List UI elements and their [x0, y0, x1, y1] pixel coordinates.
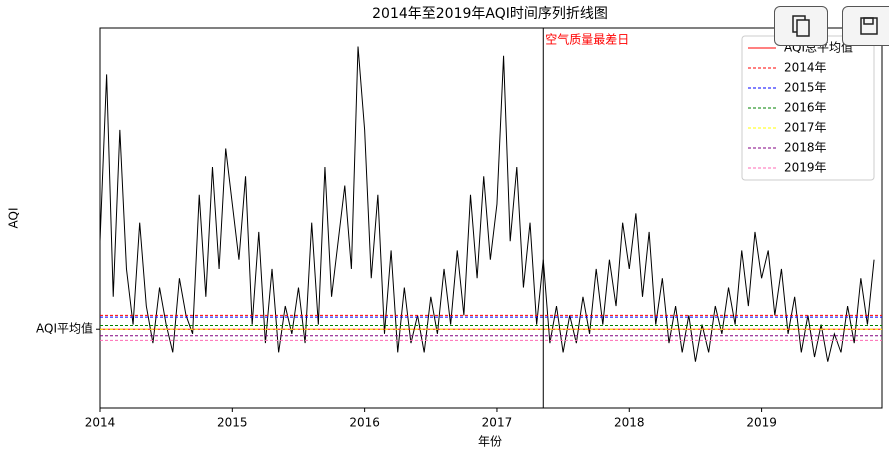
y-axis-label: AQI	[7, 208, 21, 229]
x-tick-label: 2016	[349, 416, 380, 430]
x-tick-label: 2015	[217, 416, 248, 430]
copy-icon	[792, 15, 810, 37]
worst-day-label: 空气质量最差日	[545, 32, 629, 47]
legend-label: 2016年	[784, 101, 827, 115]
plot-area	[99, 27, 883, 409]
x-tick-label: 2017	[482, 416, 513, 430]
legend-label: 2017年	[784, 121, 827, 135]
save-button[interactable]	[842, 6, 889, 46]
y-tick-label: AQI平均值	[36, 321, 93, 336]
x-tick-label: 2014	[85, 416, 116, 430]
legend-label: 2014年	[784, 61, 827, 75]
x-tick-label: 2018	[614, 416, 645, 430]
legend-label: 2018年	[784, 141, 827, 155]
copy-button[interactable]	[774, 6, 828, 46]
legend-label: 2015年	[784, 81, 827, 95]
chart-title: 2014年至2019年AQI时间序列折线图	[372, 6, 608, 22]
save-icon	[860, 17, 878, 35]
x-tick-label: 2019	[746, 416, 777, 430]
x-axis-label: 年份	[478, 435, 502, 449]
data-line	[99, 46, 875, 362]
legend-label: 2019年	[784, 161, 827, 175]
